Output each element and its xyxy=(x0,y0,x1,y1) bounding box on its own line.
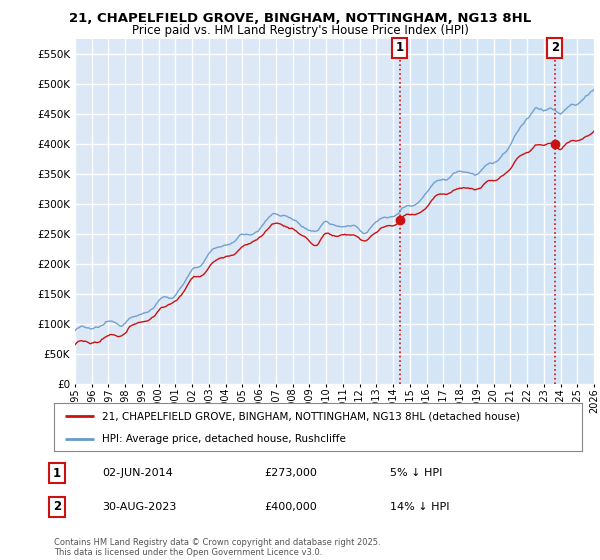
Text: 1: 1 xyxy=(395,41,404,54)
Text: 21, CHAPELFIELD GROVE, BINGHAM, NOTTINGHAM, NG13 8HL: 21, CHAPELFIELD GROVE, BINGHAM, NOTTINGH… xyxy=(69,12,531,25)
Text: 2: 2 xyxy=(551,41,559,54)
Text: Price paid vs. HM Land Registry's House Price Index (HPI): Price paid vs. HM Land Registry's House … xyxy=(131,24,469,37)
Text: 1: 1 xyxy=(53,466,61,480)
Text: 14% ↓ HPI: 14% ↓ HPI xyxy=(390,502,449,512)
Bar xyxy=(400,39,594,384)
Text: 2: 2 xyxy=(53,500,61,514)
Text: Contains HM Land Registry data © Crown copyright and database right 2025.
This d: Contains HM Land Registry data © Crown c… xyxy=(54,538,380,557)
Text: 21, CHAPELFIELD GROVE, BINGHAM, NOTTINGHAM, NG13 8HL (detached house): 21, CHAPELFIELD GROVE, BINGHAM, NOTTINGH… xyxy=(101,411,520,421)
Text: £400,000: £400,000 xyxy=(264,502,317,512)
Text: 02-JUN-2014: 02-JUN-2014 xyxy=(102,468,173,478)
Text: £273,000: £273,000 xyxy=(264,468,317,478)
Text: 5% ↓ HPI: 5% ↓ HPI xyxy=(390,468,442,478)
Text: 30-AUG-2023: 30-AUG-2023 xyxy=(102,502,176,512)
Text: HPI: Average price, detached house, Rushcliffe: HPI: Average price, detached house, Rush… xyxy=(101,434,346,444)
